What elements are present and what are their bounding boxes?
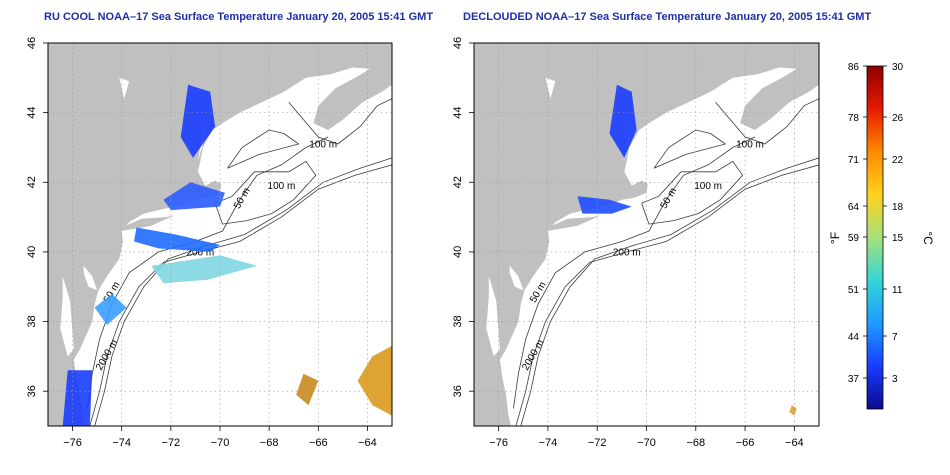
colorbar-f-tick: 64 [848,202,860,213]
contour-label: 200 m [613,247,641,258]
delaware-bay [83,265,98,291]
colorbar-f-tick: 44 [848,332,860,343]
x-tick-label: −70 [637,437,656,449]
colorbar-c-tick: 15 [892,233,904,244]
sst-pixels [62,370,93,426]
chesapeake-bay [486,276,500,357]
colorbar-f-tick: 78 [848,113,860,124]
x-tick-label: −72 [162,437,181,449]
depth-contour [513,136,756,409]
depth-contour [715,98,819,145]
y-tick-label: 46 [452,37,464,49]
colorbar-c-tick: 26 [892,113,904,124]
x-tick-label: −64 [358,437,377,449]
y-tick-label: 36 [26,385,38,397]
depth-contour [227,129,300,169]
colorbar-f-tick: 71 [848,155,860,166]
colorbar-c-tick: 11 [892,285,903,296]
sst-pixels [94,293,127,325]
contour-label: 100 m [309,139,337,150]
contour-label: 200 m [186,247,214,258]
sst-pixels [163,182,225,211]
land-nova-scotia [313,63,392,130]
contour-label: 100 m [736,139,764,150]
y-tick-label: 42 [26,176,38,188]
depth-contour [94,157,392,426]
temperature-colorbar: 86 78 71 64 59 51 44 37 30 26 22 18 15 11 7 3 °F °C [828,62,935,410]
sst-pixels [789,405,797,416]
land-long-island [121,215,175,231]
sst-pixels [180,84,216,158]
sst-pixels [609,84,637,158]
land-long-island [547,215,601,231]
x-tick-label: −66 [736,437,755,449]
x-tick-label: −72 [588,437,607,449]
y-tick-label: 38 [452,315,464,327]
y-tick-label: 36 [452,385,464,397]
land-mainland [48,43,392,426]
depth-contour [520,157,819,426]
depth-contour [653,129,727,169]
y-tick-label: 40 [452,246,464,258]
x-tick-label: −74 [112,437,131,449]
colorbar-fahrenheit-label: °F [828,232,842,244]
x-tick-label: −76 [489,437,508,449]
x-tick-label: −68 [686,437,705,449]
depth-contour [288,98,392,145]
depth-contour [641,160,744,225]
right-panel-title: DECLOUDED NOAA–17 Sea Surface Temperatur… [463,11,872,23]
contour-label: 100 m [268,181,296,192]
sst-pixels [296,373,319,406]
x-tick-label: −70 [211,437,230,449]
land-mainland [474,43,819,426]
colorbar-gradient [866,65,884,410]
colorbar-c-tick: 3 [892,374,898,385]
x-tick-label: −74 [539,437,558,449]
land-nova-scotia [740,63,819,130]
x-tick-label: −66 [309,437,328,449]
y-tick-label: 40 [26,246,38,258]
sst-pixels [357,345,392,416]
y-tick-label: 46 [26,37,38,49]
colorbar-f-tick: 59 [848,233,860,244]
colorbar-c-tick: 7 [892,332,898,343]
x-tick-label: −76 [63,437,82,449]
colorbar-f-tick: 86 [848,62,860,73]
left-panel-title: RU COOL NOAA–17 Sea Surface Temperature … [44,11,434,23]
colorbar-f-tick: 51 [848,285,860,296]
depth-contour [214,160,317,225]
chesapeake-bay [60,276,74,357]
y-tick-label: 38 [26,315,38,327]
y-tick-label: 44 [452,106,464,118]
depth-contour [89,164,392,426]
contour-label: 100 m [694,181,722,192]
x-tick-label: −64 [785,437,804,449]
depth-contour [515,164,819,426]
colorbar-f-tick: 37 [848,374,860,385]
x-tick-label: −68 [260,437,279,449]
y-tick-label: 42 [452,176,464,188]
sst-pixels [134,227,220,252]
sst-pixels [577,196,632,214]
colorbar-c-tick: 18 [892,202,904,213]
sst-pixels [151,255,257,284]
colorbar-c-tick: 30 [892,62,904,73]
colorbar-celsius-label: °C [921,231,935,245]
delaware-bay [509,265,524,291]
colorbar-c-tick: 22 [892,155,904,166]
y-tick-label: 44 [26,106,38,118]
